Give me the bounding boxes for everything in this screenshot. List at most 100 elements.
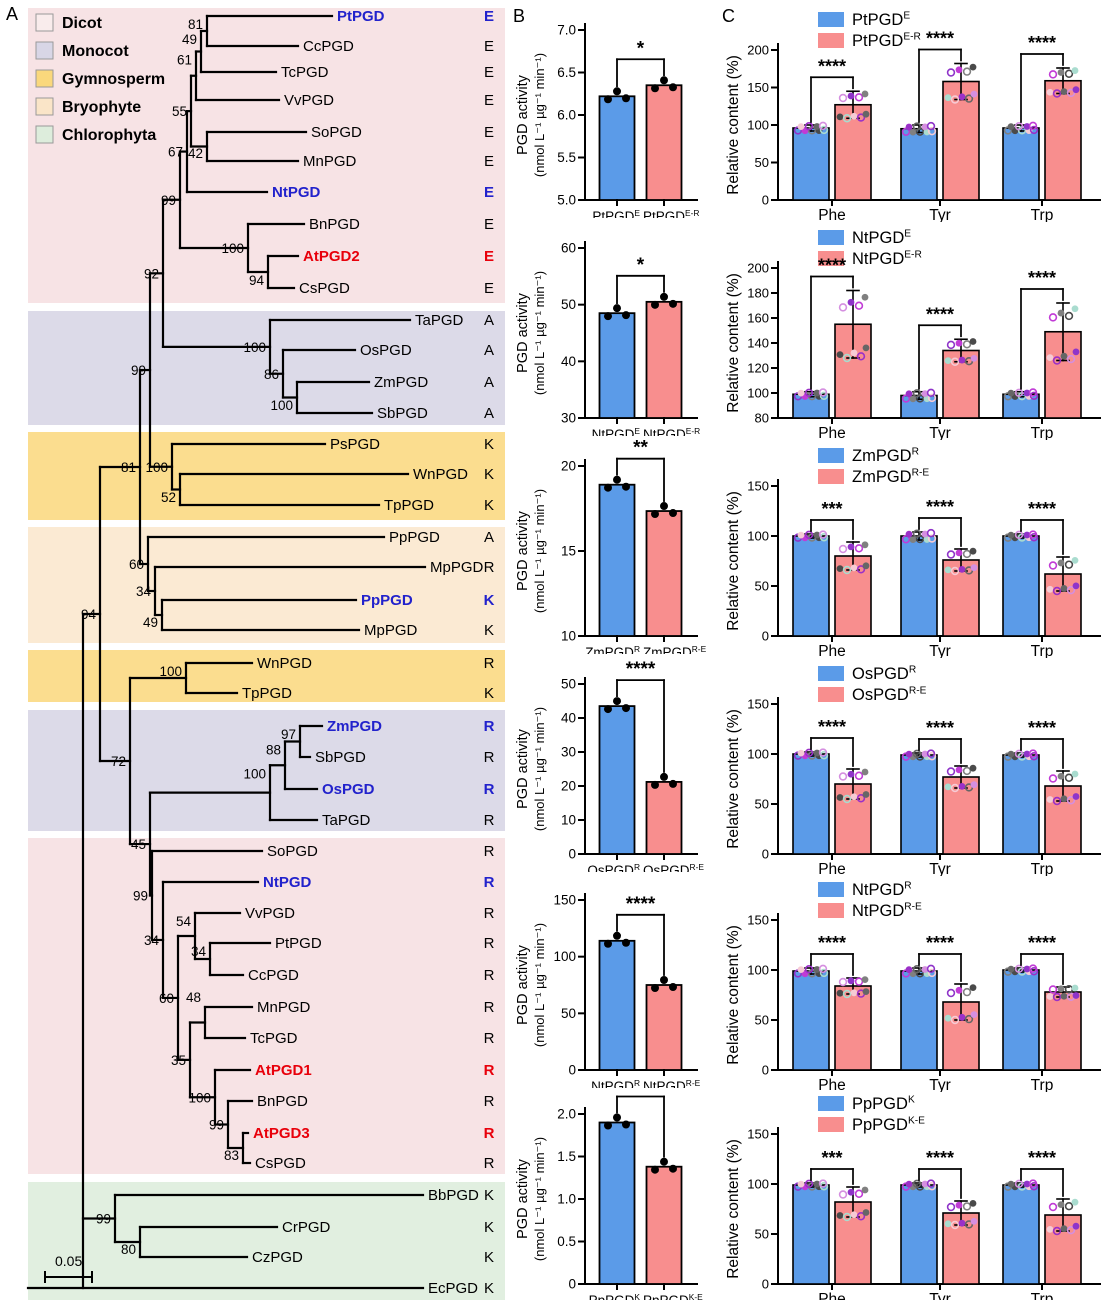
y-tick-label: 30 (561, 745, 576, 760)
data-point (1052, 356, 1062, 365)
y-tick-label: 100 (747, 386, 769, 401)
data-point (912, 122, 922, 131)
data-point (1048, 985, 1058, 994)
x-category-label: PpPGDK-E (643, 1292, 703, 1300)
data-point (1052, 1226, 1062, 1236)
data-point (946, 340, 956, 350)
significance-stars: **** (818, 717, 846, 737)
phylogenetic-tree-panel: Dicot Monocot Gymnosperm Bryophyte Chlorophy… (26, 8, 505, 1300)
bar-variant (645, 300, 683, 419)
taxon-label: CsPGD (299, 280, 350, 297)
data-point (669, 779, 677, 788)
data-point (927, 126, 937, 136)
compartment-letter: K (484, 1187, 494, 1204)
data-point (912, 1179, 922, 1189)
taxon-group-band (28, 650, 505, 702)
legend-swatch-control (818, 882, 844, 897)
data-point (1007, 750, 1015, 758)
data-point (1057, 559, 1065, 567)
taxon-label: MnPGD (257, 999, 311, 1016)
legend-label-variant: PtPGDE-R (852, 32, 921, 50)
data-point (905, 390, 913, 398)
bootstrap-value: 99 (131, 363, 146, 378)
significance-stars: **** (626, 894, 656, 915)
taxon-label: SoPGD (267, 843, 318, 860)
data-point (813, 531, 821, 539)
compartment-letter: R (484, 843, 495, 860)
data-point (1052, 586, 1062, 596)
taxon-label: TpPGD (242, 685, 292, 702)
data-point (1060, 88, 1068, 95)
taxon-label: WnPGD (413, 466, 468, 483)
y-tick-label: 60 (561, 241, 576, 256)
compartment-letter: A (484, 529, 494, 546)
data-point (856, 794, 866, 803)
x-category-label: Phe (818, 1077, 846, 1092)
data-point (946, 767, 956, 776)
data-point (669, 299, 677, 308)
data-point (613, 87, 621, 96)
data-point (905, 530, 913, 538)
compartment-letter: E (484, 153, 494, 170)
bootstrap-value: 100 (243, 340, 266, 355)
compartment-letter: K (484, 1249, 494, 1266)
bar-control (792, 970, 830, 1071)
legend-label-chlorophyta: Chlorophyta (62, 127, 156, 144)
data-point (962, 1202, 972, 1211)
legend-swatch-control (818, 448, 844, 463)
relative-content-chart-1: PtPGDE PtPGDE-R Relative content (%) 0 50 100… (725, 11, 1101, 222)
y-tick-label: 80 (755, 411, 769, 426)
data-point (926, 1179, 936, 1188)
bar-control (1002, 127, 1040, 201)
y-tick-label: 0 (762, 847, 769, 862)
data-point (1048, 313, 1058, 322)
x-category-label: Phe (818, 1291, 846, 1300)
bar-control (1002, 754, 1040, 855)
bootstrap-value: 49 (182, 32, 197, 47)
x-category-label: Tyr (929, 1077, 951, 1092)
bootstrap-value: 60 (159, 991, 174, 1006)
bar-control (900, 1184, 938, 1285)
data-point (950, 1220, 960, 1230)
data-point (818, 1179, 828, 1188)
data-point (604, 939, 612, 948)
bootstrap-value: 100 (243, 766, 266, 781)
legend-label-dicot: Dicot (62, 15, 103, 32)
y-tick-label: 150 (747, 1127, 769, 1142)
data-point (946, 988, 956, 998)
y-tick-label: 150 (747, 913, 769, 928)
data-point (819, 125, 829, 135)
significance-stars: **** (1028, 1148, 1056, 1168)
data-point (613, 931, 621, 940)
compartment-letter: R (484, 967, 495, 984)
data-point (797, 749, 805, 757)
data-point (622, 704, 630, 713)
data-point (1046, 1226, 1054, 1233)
data-point (955, 549, 963, 557)
data-point (604, 1121, 612, 1130)
y-tick-label: 120 (747, 361, 769, 376)
data-point (854, 771, 864, 780)
taxon-label: CrPGD (282, 1219, 331, 1236)
data-point (926, 388, 936, 398)
data-point (1014, 388, 1024, 397)
legend-swatch-variant (818, 251, 844, 266)
data-point (622, 938, 630, 947)
bar-variant (834, 103, 872, 201)
data-point (651, 510, 659, 519)
taxon-label: PpPGD (361, 592, 413, 609)
y-tick-label: 0 (568, 1063, 576, 1078)
data-point (901, 535, 911, 544)
compartment-letter: R (484, 812, 495, 829)
data-point (1052, 992, 1062, 1002)
bar-control (598, 95, 636, 201)
significance-stars: **** (818, 256, 846, 276)
pgd-activity-chart-4: PGD activity (nmol L⁻¹ µg⁻¹ min⁻¹) 0 10 20 30… (515, 659, 704, 872)
compartment-letter: R (484, 655, 495, 672)
legend-label-control: PtPGDE (852, 11, 910, 29)
data-point (946, 1202, 956, 1212)
y-tick-label: 7.0 (557, 23, 576, 38)
bootstrap-value: 88 (266, 743, 281, 758)
data-point (838, 303, 848, 312)
compartment-letter: E (484, 124, 494, 141)
